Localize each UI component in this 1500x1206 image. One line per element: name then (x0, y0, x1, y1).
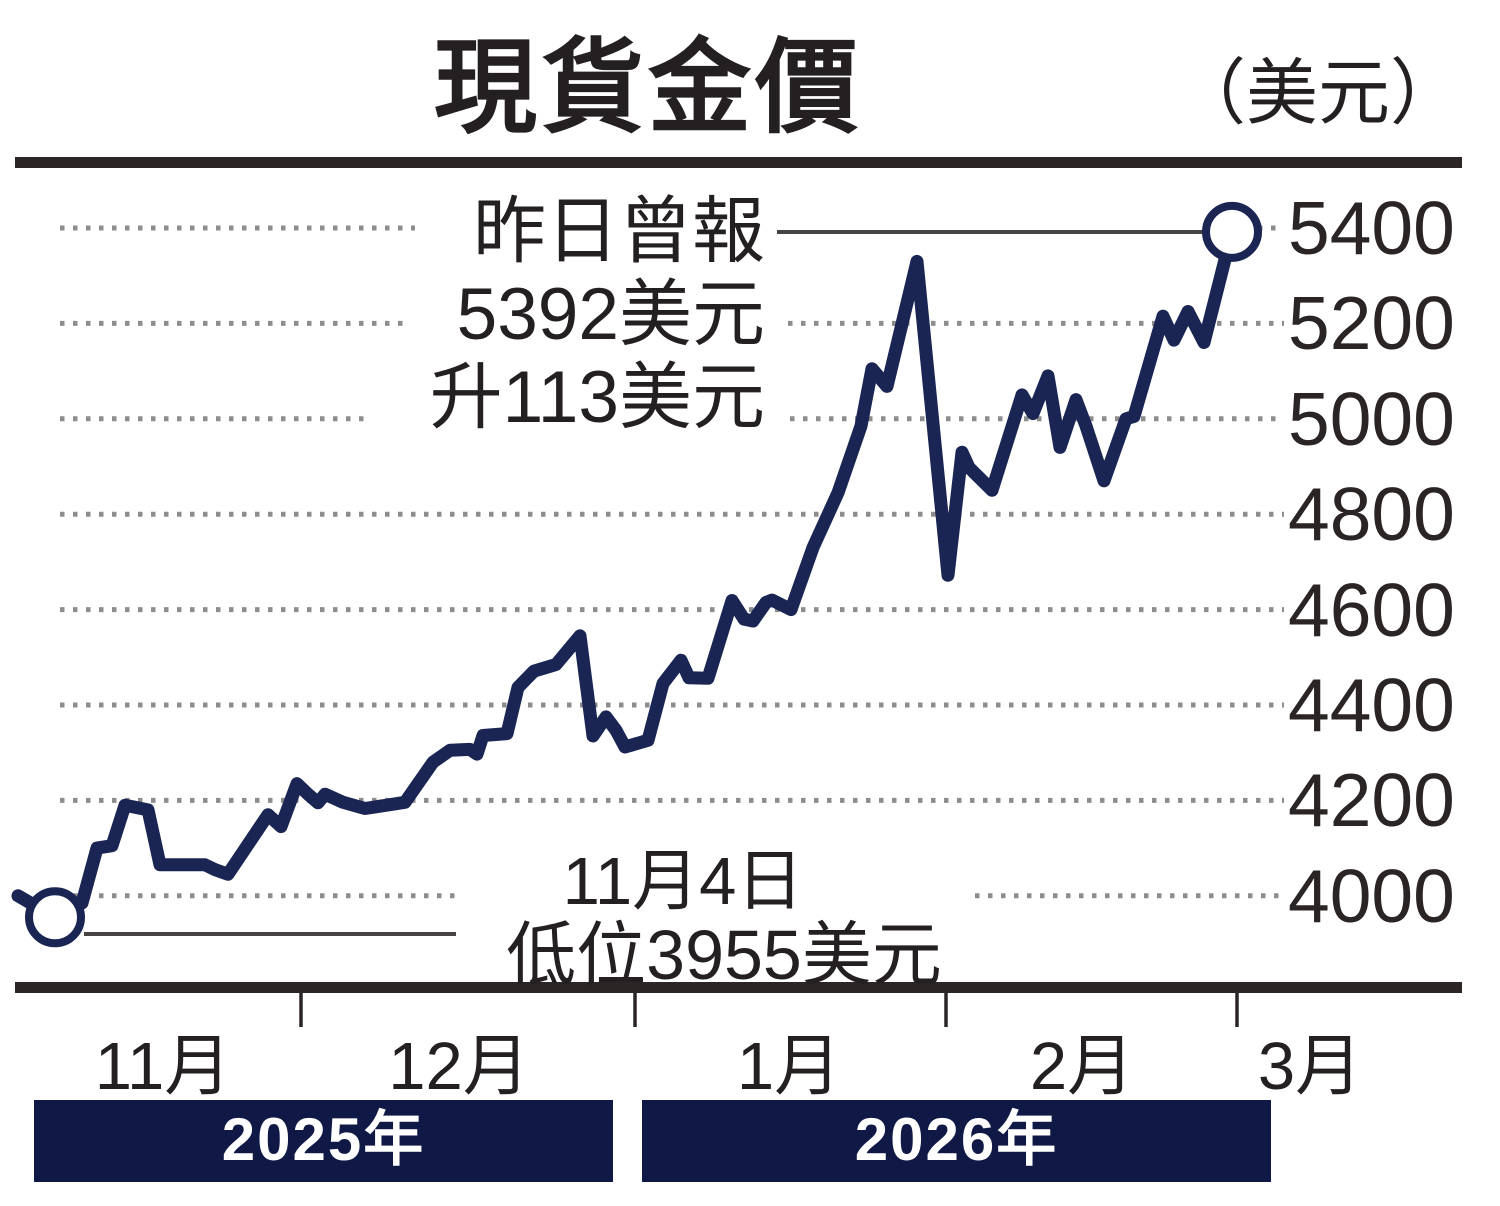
high-annotation-line3: 升113美元 (429, 357, 765, 438)
top-divider-rule (15, 157, 1462, 168)
month-label-2: 12月 (388, 1029, 530, 1104)
month-label-3: 1月 (736, 1029, 842, 1104)
last-price-marker (1202, 201, 1262, 262)
high-annotation: 昨日曾報 5392美元 升113美元 (430, 190, 765, 439)
y-tick-label-4800: 4800 (1288, 472, 1455, 557)
unit-label: （美元） (1173, 54, 1462, 134)
low-annotation-date: 11月4日 (562, 844, 804, 919)
y-tick-label-4400: 4400 (1288, 663, 1455, 747)
page-title: 現貨金價 (434, 30, 862, 145)
month-label-1: 11月 (94, 1029, 232, 1104)
year-bar-2025: 2025年 (34, 1100, 613, 1182)
y-tick-label-4600: 4600 (1288, 567, 1455, 652)
low-point-marker (25, 887, 85, 948)
month-label-5: 3月 (1257, 1029, 1363, 1104)
y-tick-label-5000: 5000 (1288, 376, 1455, 461)
month-label-4: 2月 (1029, 1029, 1135, 1104)
y-tick-label-5200: 5200 (1288, 281, 1455, 366)
high-annotation-line1: 昨日曾報 (473, 191, 765, 272)
y-tick-label-5400: 5400 (1288, 186, 1455, 270)
high-annotation-line2: 5392美元 (456, 274, 765, 355)
year-bar-2026: 2026年 (642, 1100, 1271, 1182)
low-annotation-label: 低位3955美元 (506, 916, 942, 994)
y-tick-label-4200: 4200 (1288, 758, 1455, 843)
y-tick-label-4000: 4000 (1288, 853, 1455, 938)
price-line (11, 225, 1239, 924)
x-axis-rule (15, 982, 1462, 993)
